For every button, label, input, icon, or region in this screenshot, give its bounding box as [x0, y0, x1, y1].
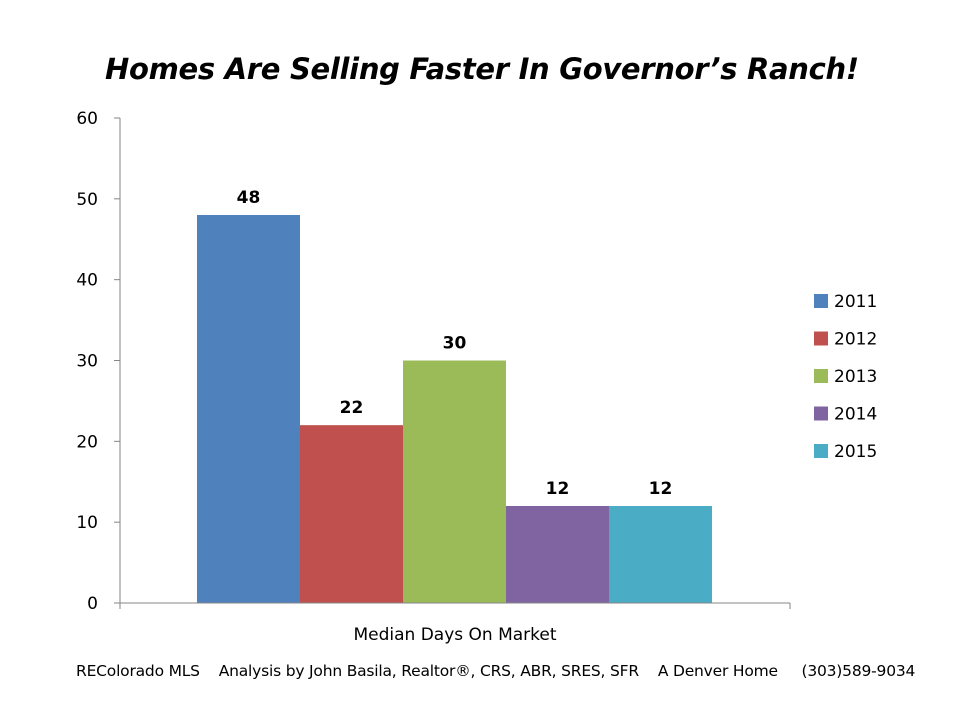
legend-label-2015: 2015 — [834, 442, 877, 462]
legend-swatch-2012 — [814, 331, 828, 346]
y-tick-label: 40 — [76, 271, 98, 291]
bar-2013 — [403, 360, 506, 603]
x-axis: Median Days On Market — [119, 602, 791, 645]
data-label-2014: 12 — [546, 479, 570, 499]
legend-swatch-2014 — [814, 406, 828, 421]
y-tick-label: 50 — [76, 190, 98, 210]
y-tick-label: 10 — [76, 513, 98, 533]
legend-label-2012: 2012 — [834, 330, 877, 350]
bar-2011 — [197, 215, 300, 603]
legend-swatch-2015 — [814, 444, 828, 458]
y-tick-label: 30 — [76, 352, 98, 372]
data-label-2012: 22 — [340, 398, 364, 418]
y-tick-label: 20 — [76, 432, 98, 452]
bar-2014 — [506, 506, 609, 603]
y-tick-label: 0 — [87, 594, 98, 614]
legend-label-2013: 2013 — [834, 367, 877, 387]
legend-swatch-2013 — [814, 369, 828, 383]
data-label-2013: 30 — [443, 334, 467, 354]
data-label-2015: 12 — [649, 479, 673, 499]
legend: 2011 2012 2013 2014 2015 — [814, 292, 877, 462]
source-footer: REColorado MLS Analysis by John Basila, … — [76, 662, 916, 680]
legend-swatch-2011 — [814, 294, 828, 308]
legend-label-2014: 2014 — [834, 405, 877, 425]
y-axis: 0 10 20 30 40 50 60 — [76, 109, 121, 614]
y-tick-label: 60 — [76, 109, 98, 129]
bar-series-group: 48 22 30 12 12 — [197, 188, 712, 603]
bar-2012 — [300, 425, 403, 603]
legend-label-2011: 2011 — [834, 292, 877, 312]
chart-title: Homes Are Selling Faster In Governor’s R… — [105, 52, 859, 86]
data-label-2011: 48 — [237, 188, 261, 208]
x-category-label: Median Days On Market — [353, 625, 556, 645]
bar-2015 — [609, 506, 712, 603]
